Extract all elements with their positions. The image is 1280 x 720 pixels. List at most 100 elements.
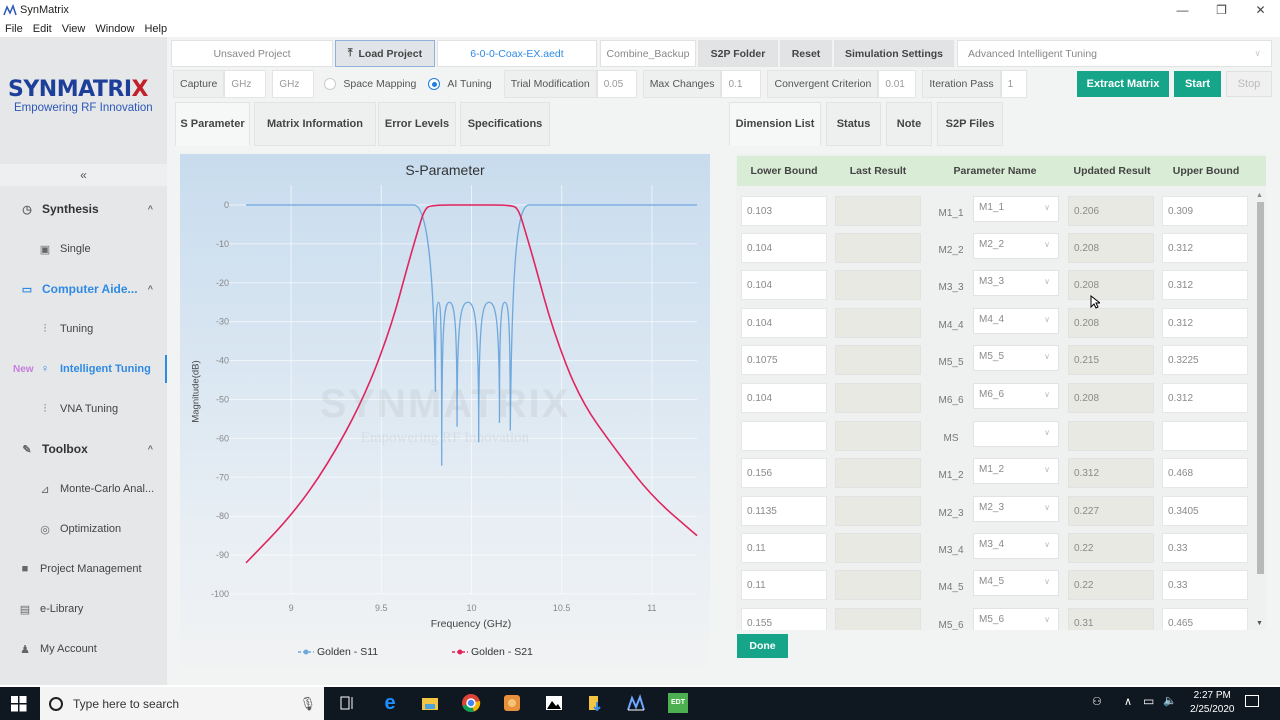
parameter-select[interactable]: M4_5 ∨: [973, 570, 1059, 596]
sidebar-item-my-account[interactable]: ♟ My Account: [0, 629, 167, 669]
scroll-down-icon[interactable]: ▼: [1256, 620, 1263, 627]
tab-status[interactable]: Status: [826, 102, 881, 146]
parameter-select[interactable]: M2_2 ∨: [973, 233, 1059, 259]
parameter-select[interactable]: M3_3 ∨: [973, 270, 1059, 296]
reset-button[interactable]: Reset: [780, 40, 832, 67]
sidebar-group-synthesis[interactable]: ◷ Synthesis ^: [0, 189, 167, 229]
parameter-select[interactable]: M3_4 ∨: [973, 533, 1059, 559]
done-button[interactable]: Done: [737, 634, 788, 658]
volume-icon[interactable]: 🔈: [1163, 695, 1177, 707]
parameter-select[interactable]: M4_4 ∨: [973, 308, 1059, 334]
taskbar-search-input[interactable]: Type here to search 🎙: [40, 687, 324, 720]
stop-button[interactable]: Stop: [1226, 71, 1272, 97]
upper-bound-input[interactable]: 0.468: [1162, 458, 1248, 488]
people-icon[interactable]: ⚇: [1092, 696, 1102, 708]
upper-bound-input[interactable]: 0.312: [1162, 308, 1248, 338]
parameter-select[interactable]: M1_2 ∨: [973, 458, 1059, 484]
legend-item-s11[interactable]: Golden - S11: [298, 646, 378, 658]
simulation-settings-button[interactable]: Simulation Settings: [834, 40, 954, 67]
maximize-button[interactable]: ❐: [1216, 3, 1227, 17]
tab-note[interactable]: Note: [886, 102, 932, 146]
lower-bound-input[interactable]: 0.11: [741, 570, 827, 600]
orange-app-icon[interactable]: [502, 693, 522, 713]
load-project-button[interactable]: ⤒ Load Project: [335, 40, 435, 67]
upper-bound-input[interactable]: 0.3225: [1162, 345, 1248, 375]
upper-bound-input[interactable]: 0.33: [1162, 533, 1248, 563]
trial-modification-input[interactable]: 0.05: [596, 70, 637, 98]
sidebar-group-computer-aided[interactable]: ▭ Computer Aide... ^: [0, 269, 167, 309]
upper-bound-input[interactable]: 0.312: [1162, 233, 1248, 263]
mode-select[interactable]: Advanced Intelligent Tuning ∨: [957, 40, 1272, 67]
tab-specifications[interactable]: Specifications: [460, 102, 550, 146]
upper-bound-input[interactable]: 0.312: [1162, 383, 1248, 413]
upper-bound-input[interactable]: [1162, 421, 1248, 451]
photos-icon[interactable]: [544, 693, 564, 713]
synmatrix-taskbar-icon[interactable]: [626, 693, 646, 713]
menu-window[interactable]: Window: [95, 22, 135, 35]
upper-bound-input[interactable]: 0.309: [1162, 196, 1248, 226]
menu-view[interactable]: View: [61, 22, 86, 35]
minimize-button[interactable]: —: [1176, 3, 1189, 17]
tray-chevron-up-icon[interactable]: ∧: [1124, 696, 1133, 708]
taskbar-clock[interactable]: 2:27 PM 2/25/2020: [1190, 689, 1235, 717]
lower-bound-input[interactable]: 0.155: [741, 608, 827, 631]
chart-plot[interactable]: 0 -10 -20 -30 -40 -50 -60 -70 -80 -90 -100 9 9.5 10 10…: [180, 154, 710, 676]
menu-file[interactable]: File: [5, 22, 23, 35]
max-changes-input[interactable]: 0.1: [721, 70, 762, 98]
tab-matrix-information[interactable]: Matrix Information: [254, 102, 376, 146]
downloads-folder-icon[interactable]: [585, 693, 605, 713]
network-icon[interactable]: ▭: [1143, 694, 1155, 708]
upper-bound-input[interactable]: 0.465: [1162, 608, 1248, 631]
collapse-sidebar-button[interactable]: «: [0, 164, 167, 186]
microphone-icon[interactable]: 🎙: [299, 695, 316, 711]
parameter-select[interactable]: M2_3 ∨: [973, 496, 1059, 522]
chrome-icon[interactable]: [461, 693, 481, 713]
sidebar-item-intelligent-tuning[interactable]: New ♀ Intelligent Tuning: [0, 349, 167, 389]
sidebar-group-toolbox[interactable]: ✎ Toolbox ^: [0, 429, 167, 469]
lower-bound-input[interactable]: 0.104: [741, 270, 827, 300]
menu-help[interactable]: Help: [144, 22, 168, 35]
s2p-folder-button[interactable]: S2P Folder: [698, 40, 778, 67]
sidebar-item-vna-tuning[interactable]: ⫶ VNA Tuning: [0, 389, 167, 429]
lower-bound-input[interactable]: 0.1075: [741, 345, 827, 375]
sidebar-item-project-management[interactable]: ■ Project Management: [0, 549, 167, 589]
action-center-icon[interactable]: [1245, 695, 1259, 707]
parameter-select[interactable]: M1_1 ∨: [973, 196, 1059, 222]
upper-bound-input[interactable]: 0.3405: [1162, 496, 1248, 526]
capture-from-input[interactable]: GHz: [224, 70, 267, 98]
lower-bound-input[interactable]: 0.104: [741, 308, 827, 338]
sidebar-item-single[interactable]: ▣ Single: [0, 229, 167, 269]
legend-item-s21[interactable]: Golden - S21: [452, 646, 533, 658]
lower-bound-input[interactable]: 0.103: [741, 196, 827, 226]
scroll-up-icon[interactable]: ▲: [1256, 192, 1263, 199]
ai-tuning-radio[interactable]: AI Tuning: [428, 78, 492, 90]
edge-icon[interactable]: e: [384, 692, 396, 714]
lower-bound-input[interactable]: 0.1135: [741, 496, 827, 526]
lower-bound-input[interactable]: 0.156: [741, 458, 827, 488]
dimension-list-scrollbar[interactable]: ▲ ▼: [1255, 192, 1265, 632]
lower-bound-input[interactable]: [741, 421, 827, 451]
parameter-select[interactable]: ∨: [973, 421, 1059, 447]
combine-backup-button[interactable]: Combine_Backup: [600, 40, 696, 67]
menu-edit[interactable]: Edit: [32, 22, 52, 35]
task-view-icon[interactable]: [338, 693, 358, 713]
lower-bound-input[interactable]: 0.104: [741, 383, 827, 413]
windows-start-icon[interactable]: [11, 696, 27, 712]
upper-bound-input[interactable]: 0.312: [1162, 270, 1248, 300]
file-explorer-icon[interactable]: [420, 693, 440, 713]
space-mapping-radio[interactable]: Space Mapping: [324, 78, 416, 90]
tab-s-parameter[interactable]: S Parameter: [175, 102, 250, 146]
scrollbar-thumb[interactable]: [1257, 202, 1264, 574]
parameter-select[interactable]: M6_6 ∨: [973, 383, 1059, 409]
sidebar-item-optimization[interactable]: ◎ Optimization: [0, 509, 167, 549]
lower-bound-input[interactable]: 0.104: [741, 233, 827, 263]
close-button[interactable]: ✕: [1255, 3, 1266, 17]
sidebar-item-tuning[interactable]: ⫶ Tuning: [0, 309, 167, 349]
upper-bound-input[interactable]: 0.33: [1162, 570, 1248, 600]
extract-matrix-button[interactable]: Extract Matrix: [1077, 71, 1169, 97]
parameter-select[interactable]: M5_6 ∨: [973, 608, 1059, 631]
sidebar-item-e-library[interactable]: ▤ e-Library: [0, 589, 167, 629]
lower-bound-input[interactable]: 0.11: [741, 533, 827, 563]
parameter-select[interactable]: M5_5 ∨: [973, 345, 1059, 371]
sidebar-item-monte-carlo[interactable]: ⊿ Monte-Carlo Anal...: [0, 469, 167, 509]
